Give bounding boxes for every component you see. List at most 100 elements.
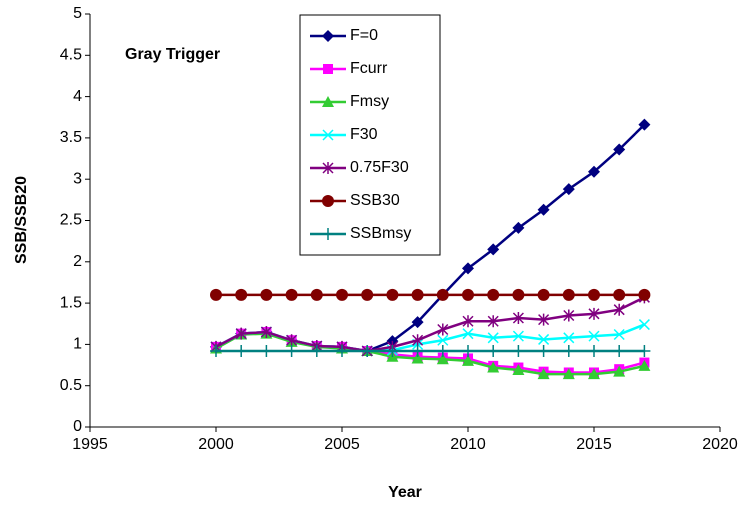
marker [411,316,424,329]
x-tick-label: 1995 [72,436,108,453]
x-axis-label: Year [388,484,422,501]
marker [210,288,222,301]
marker [386,345,399,358]
marker [260,326,272,339]
legend-label: Fcurr [350,60,388,77]
marker [588,345,600,358]
marker [512,345,525,358]
marker [538,333,550,345]
marker [322,129,334,141]
marker [260,345,273,358]
marker [336,345,348,358]
marker [512,288,525,301]
legend-label: 0.75F30 [350,159,409,176]
marker [412,334,424,347]
marker [537,345,550,358]
x-tick-label: 2000 [198,436,234,453]
marker [386,288,399,301]
marker [310,288,323,301]
y-tick-label: 5 [73,5,82,22]
marker [462,345,474,358]
series-line [215,296,645,353]
annotation: Gray Trigger [125,46,220,63]
marker [436,288,449,301]
marker [322,96,334,107]
marker [613,288,626,301]
marker [487,243,500,256]
marker [638,345,651,358]
marker [487,345,500,358]
marker [235,345,248,358]
y-axis-label: SSB/SSB20 [13,176,30,264]
marker [462,262,474,275]
marker [562,288,575,301]
marker [487,332,499,344]
marker [361,288,374,301]
marker [563,332,575,344]
marker [588,307,600,320]
marker [638,359,651,371]
marker [613,345,626,358]
y-tick-label: 1.5 [60,294,82,311]
marker [462,328,474,340]
legend-label: F=0 [350,27,378,44]
y-tick-label: 3 [73,170,82,187]
marker [411,352,424,364]
marker [310,345,323,358]
x-tick-label: 2015 [576,436,612,453]
marker [285,288,298,301]
legend-label: SSB30 [350,192,400,209]
marker [588,165,600,178]
marker [613,365,626,377]
y-tick-label: 2 [73,253,82,270]
marker [322,30,334,42]
marker [487,361,500,373]
marker [562,368,575,380]
marker [336,288,348,301]
marker [512,311,524,324]
marker [322,162,334,174]
marker [361,345,374,358]
marker [462,288,474,301]
x-tick-label: 2020 [702,436,738,453]
y-tick-label: 2.5 [60,212,82,229]
marker [562,345,575,358]
marker [235,327,247,340]
marker [638,118,651,131]
marker [512,221,525,234]
x-tick-label: 2005 [324,436,360,453]
marker [323,64,333,74]
marker [613,328,625,341]
marker [512,364,525,376]
marker [210,345,222,358]
marker [588,288,600,301]
y-tick-label: 4.5 [60,47,82,64]
marker [537,203,550,216]
marker [437,334,449,346]
legend-label: SSBmsy [350,225,411,242]
marker [562,183,575,196]
marker [260,288,273,301]
y-tick-label: 1 [73,336,82,353]
marker [588,330,600,342]
legend-label: F30 [350,126,378,143]
marker [462,354,474,366]
marker [436,353,449,365]
series-line [215,332,645,376]
marker [235,288,248,301]
marker [411,345,424,358]
marker [411,288,424,301]
marker [437,323,449,336]
marker [613,303,625,316]
y-tick-label: 3.5 [60,129,82,146]
marker [588,368,600,380]
marker [638,288,651,301]
marker [322,228,334,240]
marker [286,334,298,347]
marker [487,315,499,328]
marker [563,309,575,322]
marker [538,313,550,326]
y-tick-label: 0 [73,418,82,435]
y-tick-label: 4 [73,88,82,105]
